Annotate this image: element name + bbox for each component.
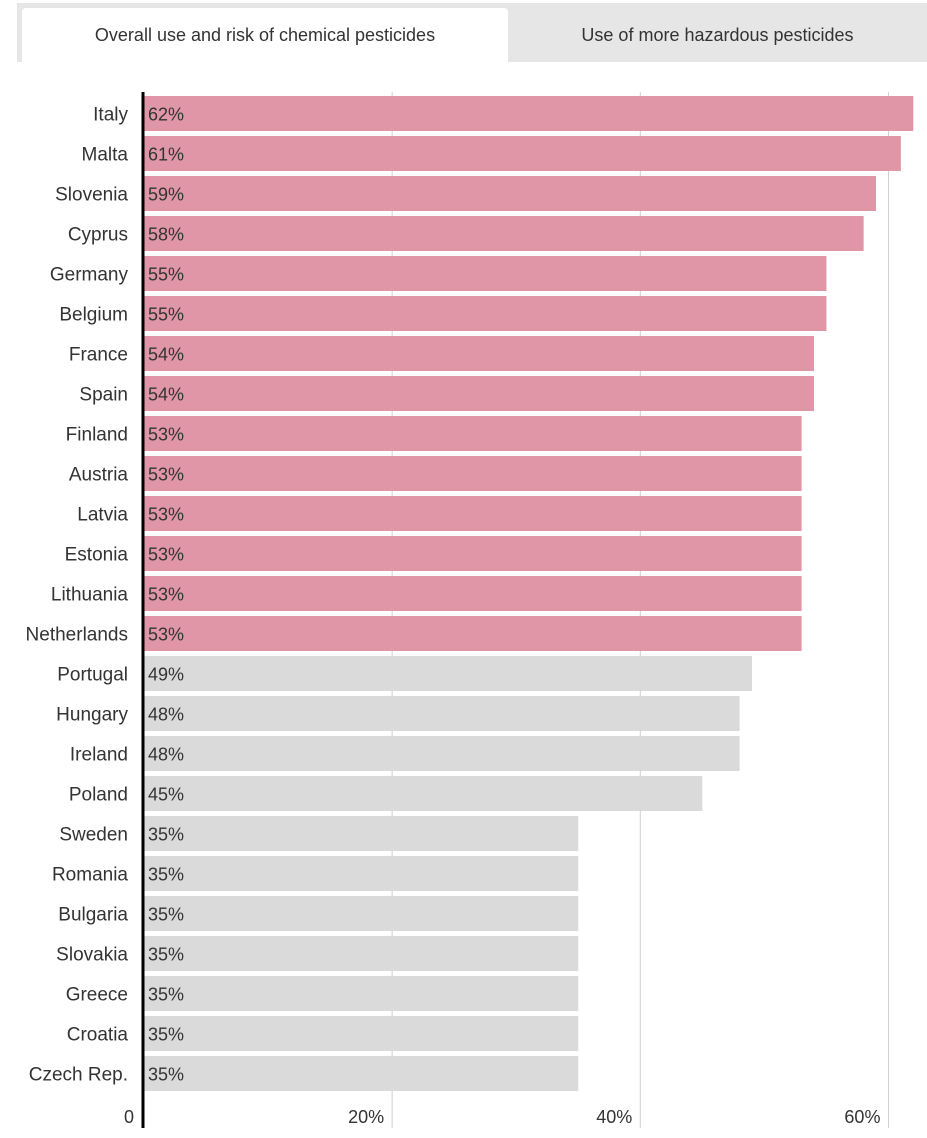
bar: [144, 456, 802, 491]
bar: [144, 176, 877, 211]
category-label: Italy: [93, 105, 128, 126]
tab-overall-use-and-risk[interactable]: Overall use and risk of chemical pestici…: [22, 8, 508, 62]
value-label: 53%: [148, 505, 184, 525]
value-label: 59%: [148, 185, 184, 205]
value-label: 53%: [148, 545, 184, 565]
x-tick-label: 20%: [348, 1107, 384, 1127]
bar: [144, 896, 579, 931]
category-label: Germany: [50, 265, 129, 286]
category-label: Finland: [66, 425, 128, 446]
bars: [144, 96, 914, 1091]
category-label: Hungary: [56, 705, 128, 726]
bar: [144, 536, 802, 571]
value-label: 55%: [148, 265, 184, 285]
tab-more-hazardous-pesticides[interactable]: Use of more hazardous pesticides: [581, 24, 854, 45]
bar: [144, 136, 901, 171]
tab-bar: Overall use and risk of chemical pestici…: [17, 3, 927, 62]
category-label: Cyprus: [68, 225, 128, 246]
category-label: Croatia: [67, 1025, 129, 1046]
value-label: 35%: [148, 865, 184, 885]
category-label: Netherlands: [26, 625, 128, 646]
x-tick-label: 0: [124, 1107, 134, 1127]
bar: [144, 216, 864, 251]
bar: [144, 336, 815, 371]
bar: [144, 976, 579, 1011]
category-label: Slovakia: [56, 945, 128, 966]
value-label: 35%: [148, 1025, 184, 1045]
bar: [144, 96, 914, 131]
bar: [144, 816, 579, 851]
category-label: Czech Rep.: [29, 1065, 128, 1086]
value-label: 45%: [148, 785, 184, 805]
bar: [144, 696, 740, 731]
category-label: Austria: [69, 465, 129, 486]
bar: [144, 936, 579, 971]
value-label: 35%: [148, 985, 184, 1005]
value-label: 35%: [148, 1065, 184, 1085]
category-label: Sweden: [59, 825, 128, 846]
bar: [144, 856, 579, 891]
value-label: 54%: [148, 345, 184, 365]
bar: [144, 496, 802, 531]
value-label: 54%: [148, 385, 184, 405]
category-label: Malta: [82, 145, 129, 166]
category-label: France: [69, 345, 128, 366]
labels: Italy 62% Malta 61% Slovenia 59% Cyprus 58% Germ…: [26, 105, 184, 1086]
category-label: Poland: [69, 785, 128, 806]
value-label: 58%: [148, 225, 184, 245]
category-label: Belgium: [59, 305, 128, 326]
value-label: 62%: [148, 105, 184, 125]
value-label: 35%: [148, 825, 184, 845]
category-label: Portugal: [57, 665, 128, 686]
bar: [144, 416, 802, 451]
category-label: Greece: [66, 985, 128, 1006]
category-label: Slovenia: [55, 185, 128, 206]
value-label: 35%: [148, 945, 184, 965]
category-label: Latvia: [77, 505, 128, 526]
value-label: 53%: [148, 465, 184, 485]
bar: [144, 736, 740, 771]
value-label: 48%: [148, 705, 184, 725]
bar: [144, 376, 815, 411]
value-label: 61%: [148, 145, 184, 165]
bar: [144, 656, 752, 691]
bar: [144, 616, 802, 651]
x-tick-label: 60%: [844, 1107, 880, 1127]
category-label: Romania: [52, 865, 128, 886]
value-label: 53%: [148, 425, 184, 445]
bar: [144, 1016, 579, 1051]
value-label: 35%: [148, 905, 184, 925]
category-label: Estonia: [65, 545, 129, 566]
value-label: 53%: [148, 625, 184, 645]
category-label: Ireland: [70, 745, 128, 766]
category-label: Lithuania: [51, 585, 129, 606]
x-axis-ticks: 0 20% 40% 60%: [124, 1107, 880, 1127]
bar: [144, 776, 703, 811]
bar: [144, 1056, 579, 1091]
bar: [144, 296, 827, 331]
value-label: 53%: [148, 585, 184, 605]
category-label: Spain: [79, 385, 128, 406]
value-label: 48%: [148, 745, 184, 765]
value-label: 49%: [148, 665, 184, 685]
bar: [144, 576, 802, 611]
bar: [144, 256, 827, 291]
value-label: 55%: [148, 305, 184, 325]
category-label: Bulgaria: [58, 905, 128, 926]
x-tick-label: 40%: [596, 1107, 632, 1127]
